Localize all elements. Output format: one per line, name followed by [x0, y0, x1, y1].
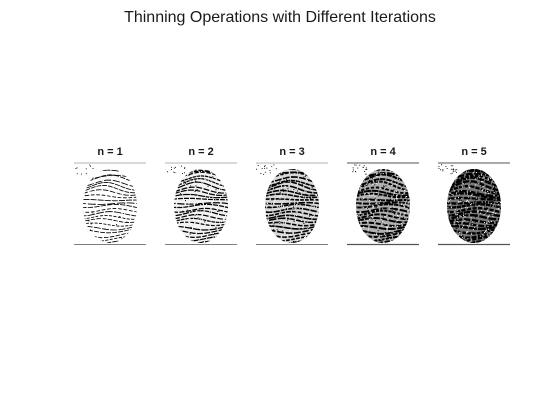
panel-title: n = 5	[461, 146, 487, 158]
fingerprint-image	[347, 162, 419, 246]
panel-title: n = 3	[279, 146, 305, 158]
panel-n4: n = 4	[347, 146, 419, 248]
fingerprint-image	[438, 162, 510, 246]
panel-title: n = 4	[370, 146, 396, 158]
panel-n5: n = 5	[438, 146, 510, 248]
panel-title: n = 2	[188, 146, 214, 158]
panel-n2: n = 2	[165, 146, 237, 248]
panel-n1: n = 1	[74, 146, 146, 248]
figure-title: Thinning Operations with Different Itera…	[124, 9, 436, 26]
fingerprint-image	[74, 162, 146, 245]
panel-title: n = 1	[97, 146, 123, 158]
fingerprint-image	[165, 162, 237, 245]
panel-n3: n = 3	[256, 146, 328, 248]
fingerprint-image	[256, 162, 328, 245]
